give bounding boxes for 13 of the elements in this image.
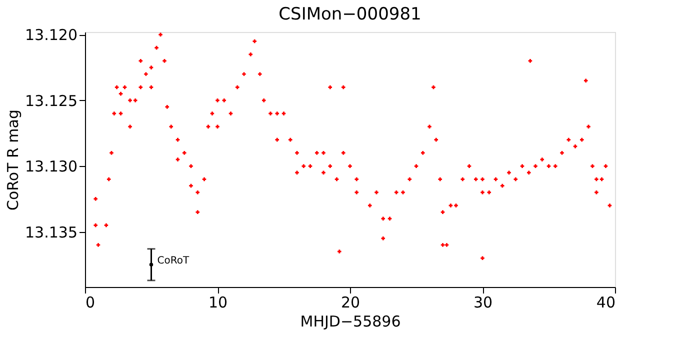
- x-tick-label: 30: [473, 294, 493, 312]
- series-label: CoRoT: [157, 256, 190, 267]
- x-tick-label: 10: [208, 294, 228, 312]
- y-tick-label: 13.125: [25, 92, 78, 110]
- y-tick-label: 13.135: [25, 223, 78, 242]
- x-tick-label: 40: [596, 294, 616, 312]
- y-tick-label: 13.130: [25, 158, 78, 176]
- y-tick-label: 13.120: [25, 26, 78, 44]
- y-axis-title: CoRoT R mag: [4, 109, 22, 211]
- chart-title: CSIMon−000981: [278, 4, 422, 25]
- x-tick-label: 20: [340, 294, 360, 312]
- x-tick-label: 0: [86, 294, 96, 312]
- x-axis-title: MHJD−55896: [300, 312, 401, 330]
